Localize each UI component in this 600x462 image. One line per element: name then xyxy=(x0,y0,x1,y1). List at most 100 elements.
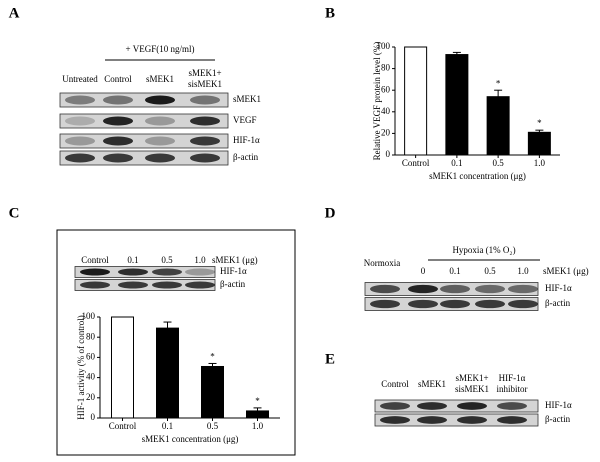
blot-band xyxy=(380,402,410,410)
blot-strip xyxy=(59,113,229,129)
blot-band xyxy=(508,299,538,309)
lane-unit: sMEK1 (μg) xyxy=(543,266,589,276)
blot-band xyxy=(475,284,505,294)
lane-label: 0 xyxy=(421,266,426,276)
lane-label: Control xyxy=(81,255,109,265)
blot-band xyxy=(370,284,400,294)
y-tick-label: 20 xyxy=(86,392,96,402)
bar xyxy=(246,410,269,419)
row-label: β-actin xyxy=(233,152,259,162)
lane-label: sisMEK1 xyxy=(188,79,222,89)
blot-band xyxy=(65,136,95,146)
row-label: HIF-1α xyxy=(545,400,572,410)
blot-strip xyxy=(59,150,229,166)
x-axis-title: sMEK1 concentration (μg) xyxy=(142,434,239,444)
panel-label: E xyxy=(325,351,335,367)
blot-band xyxy=(370,299,400,309)
bar xyxy=(486,96,510,156)
blot-band xyxy=(380,416,410,424)
lane-unit: sMEK1 (μg) xyxy=(212,255,258,265)
blot-band xyxy=(118,268,148,276)
treatment-label: + VEGF(10 ng/ml) xyxy=(126,44,195,54)
lane-label: sMEK1+ xyxy=(188,68,221,78)
lane-label: Normoxia xyxy=(364,258,401,268)
row-label: HIF-1α xyxy=(233,135,260,145)
y-tick-label: 40 xyxy=(381,106,391,116)
blot-band xyxy=(190,153,220,163)
lane-label: sMEK1+ xyxy=(455,373,488,383)
panel-label: D xyxy=(325,205,336,221)
blot-band xyxy=(440,284,470,294)
blot-band xyxy=(408,299,438,309)
blot-band xyxy=(118,281,148,289)
blot-band xyxy=(80,281,110,289)
treatment-label: Hypoxia (1% O₂) xyxy=(452,245,515,255)
blot-band xyxy=(152,281,182,289)
x-tick-label: 0.5 xyxy=(493,158,505,168)
x-axis-title: sMEK1 concentration (μg) xyxy=(429,171,526,181)
blot-band xyxy=(457,416,487,424)
y-axis-title: HIF-1 activity (% of control) xyxy=(76,315,86,419)
blot-band xyxy=(417,416,447,424)
bar xyxy=(201,365,224,419)
lane-label: sMEK1 xyxy=(418,379,446,389)
lane-label: Untreated xyxy=(62,74,98,84)
blot-band xyxy=(65,116,95,126)
blot-band xyxy=(103,136,133,146)
lane-label: sisMEK1 xyxy=(455,384,489,394)
blot-strip xyxy=(59,133,229,149)
blot-band xyxy=(190,136,220,146)
x-tick-label: 0.1 xyxy=(162,421,173,431)
blot-strip xyxy=(374,413,539,427)
significance-marker: * xyxy=(210,352,215,362)
lane-label: 0.1 xyxy=(127,255,138,265)
x-tick-label: 0.5 xyxy=(207,421,219,431)
panel-label: A xyxy=(9,5,20,21)
blot-band xyxy=(80,268,110,276)
blot-band xyxy=(185,268,215,276)
x-tick-label: 0.1 xyxy=(451,158,462,168)
y-tick-label: 60 xyxy=(86,351,96,361)
x-tick-label: Control xyxy=(402,158,430,168)
blot-band xyxy=(145,116,175,126)
row-label: VEGF xyxy=(233,115,257,125)
lane-label: 1.0 xyxy=(194,255,206,265)
blot-band xyxy=(408,284,438,294)
y-axis-title: Relative VEGF protein level (%) xyxy=(372,42,382,161)
bar xyxy=(527,131,551,156)
row-label: β-actin xyxy=(220,279,246,289)
blot-band xyxy=(185,281,215,289)
row-label: β-actin xyxy=(545,298,571,308)
significance-marker: * xyxy=(496,78,501,88)
blot-band xyxy=(145,153,175,163)
bar xyxy=(156,327,179,419)
lane-label: Control xyxy=(104,74,132,84)
y-tick-label: 20 xyxy=(381,127,391,137)
row-label: HIF-1α xyxy=(220,266,247,276)
y-tick-label: 40 xyxy=(86,372,96,382)
blot-strip xyxy=(59,92,229,108)
blot-strip xyxy=(374,399,539,413)
blot-band xyxy=(190,116,220,126)
blot-band xyxy=(103,153,133,163)
lane-label: 1.0 xyxy=(517,266,529,276)
blot-band xyxy=(475,299,505,309)
lane-label: sMEK1 xyxy=(146,74,174,84)
lane-label: 0.5 xyxy=(484,266,496,276)
blot-band xyxy=(152,268,182,276)
blot-band xyxy=(65,95,95,105)
panel-label: B xyxy=(325,5,335,21)
blot-band xyxy=(145,95,175,105)
blot-band xyxy=(103,95,133,105)
x-tick-label: Control xyxy=(109,421,137,431)
lane-label: 0.1 xyxy=(449,266,460,276)
bar xyxy=(111,316,134,419)
y-tick-label: 100 xyxy=(377,41,391,51)
panel-label: C xyxy=(9,205,20,221)
panel-c-box xyxy=(56,229,296,456)
blot-band xyxy=(497,416,527,424)
blot-band xyxy=(508,284,538,294)
y-tick-label: 0 xyxy=(386,149,391,159)
bar xyxy=(404,46,428,156)
